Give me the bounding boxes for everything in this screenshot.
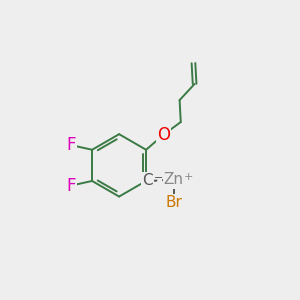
Text: Zn: Zn: [164, 172, 184, 187]
Text: +: +: [184, 172, 193, 182]
Text: F: F: [67, 177, 76, 195]
Text: C: C: [142, 173, 153, 188]
Text: −: −: [154, 173, 163, 183]
Text: O: O: [157, 126, 170, 144]
Text: F: F: [67, 136, 76, 154]
Text: Br: Br: [165, 195, 182, 210]
